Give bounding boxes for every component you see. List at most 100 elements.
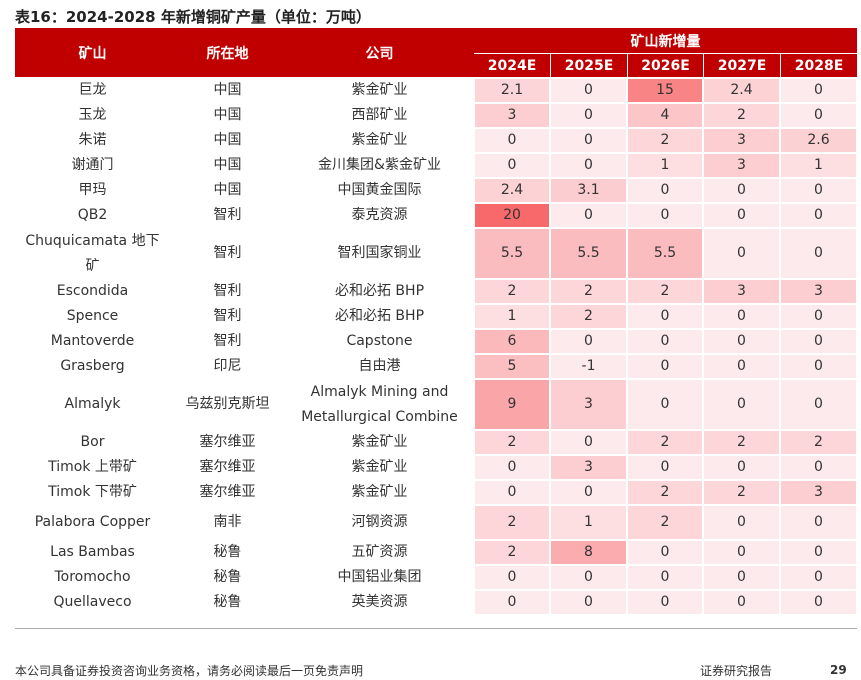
mine: Grasberg <box>60 358 125 374</box>
value-cell: 0 <box>780 203 857 228</box>
company: 英美资源 <box>351 594 408 610</box>
value-cell: 0 <box>627 178 703 203</box>
mine: Chuquicamata 地下矿 <box>25 232 160 274</box>
value-cell: 0 <box>550 480 627 505</box>
value-cell: 1 <box>780 153 857 178</box>
value-cell: 0 <box>550 153 627 178</box>
company: 必和必拓 BHP <box>334 283 425 299</box>
value-cell: 0 <box>703 203 780 228</box>
mine: Bor <box>80 434 105 450</box>
value-cell: 0 <box>780 228 857 279</box>
location: 中国 <box>213 157 242 173</box>
value-cell: 0 <box>550 128 627 153</box>
company: 中国铝业集团 <box>337 569 422 585</box>
value-cell: 15 <box>627 78 703 103</box>
value-cell: 2.1 <box>474 78 550 103</box>
value-cell: 0 <box>703 540 780 565</box>
value-cell: 0 <box>627 203 703 228</box>
location: 智利 <box>213 308 242 324</box>
value-cell: 2 <box>474 540 550 565</box>
value-cell: 0 <box>780 455 857 480</box>
company: 西部矿业 <box>351 107 408 123</box>
value-cell: 0 <box>703 455 780 480</box>
value-cell: 8 <box>550 540 627 565</box>
company: 智利国家铜业 <box>337 245 422 261</box>
location: 秘鲁 <box>213 569 242 585</box>
value-cell: 0 <box>627 379 703 430</box>
company: 河钢资源 <box>351 514 408 530</box>
value-cell: 3 <box>474 103 550 128</box>
value-cell: 0 <box>703 228 780 279</box>
column-header: 矿山 <box>15 28 170 77</box>
location: 乌兹别克斯坦 <box>185 396 270 412</box>
value-cell: 0 <box>627 354 703 379</box>
value-cell: 2 <box>474 505 550 540</box>
location: 中国 <box>213 182 242 198</box>
value-cell: 0 <box>550 103 627 128</box>
company: 自由港 <box>358 358 401 374</box>
location: 智利 <box>213 333 242 349</box>
value-cell: 0 <box>627 565 703 590</box>
footer-report: 证券研究报告 <box>700 663 773 678</box>
value-cell: 0 <box>780 590 857 615</box>
value-cell: 0 <box>780 103 857 128</box>
location: 中国 <box>213 82 242 98</box>
mine: Escondida <box>56 283 129 299</box>
mine: 谢通门 <box>71 157 114 173</box>
value-cell: 0 <box>550 565 627 590</box>
value-cell: 0 <box>627 455 703 480</box>
value-cell: 2 <box>703 480 780 505</box>
group-header: 矿山新增量 <box>474 28 857 53</box>
value-cell: 2 <box>474 279 550 304</box>
value-cell: 0 <box>780 565 857 590</box>
mine: 朱诺 <box>78 132 107 148</box>
value-cell: 0 <box>550 203 627 228</box>
value-cell: 0 <box>703 304 780 329</box>
value-cell: 0 <box>780 78 857 103</box>
value-cell: 0 <box>474 128 550 153</box>
value-cell: 2.6 <box>780 128 857 153</box>
value-cell: 2 <box>627 480 703 505</box>
location: 塞尔维亚 <box>199 459 256 475</box>
location: 中国 <box>213 107 242 123</box>
value-cell: 2 <box>627 128 703 153</box>
column-header: 所在地 <box>170 28 285 77</box>
mine: Almalyk <box>64 396 121 412</box>
value-cell: 4 <box>627 103 703 128</box>
value-cell: 0 <box>474 565 550 590</box>
value-cell: 0 <box>474 455 550 480</box>
value-cell: 0 <box>780 304 857 329</box>
value-cell: 0 <box>703 178 780 203</box>
value-cell: 20 <box>474 203 550 228</box>
value-cell: 0 <box>780 354 857 379</box>
value-cell: 0 <box>550 430 627 455</box>
value-cell: 0 <box>474 590 550 615</box>
mine: Toromocho <box>54 569 131 585</box>
location: 秘鲁 <box>213 594 242 610</box>
value-cell: 3 <box>780 279 857 304</box>
mine: 甲玛 <box>78 182 107 198</box>
value-cell: 2 <box>474 430 550 455</box>
value-cell: 0 <box>627 540 703 565</box>
value-cell: 2.4 <box>474 178 550 203</box>
value-cell: 3 <box>780 480 857 505</box>
value-cell: 3 <box>550 379 627 430</box>
value-cell: 2.4 <box>703 78 780 103</box>
footer-page: 29 <box>830 663 847 677</box>
value-cell: 0 <box>780 379 857 430</box>
value-cell: 2 <box>627 430 703 455</box>
mine: 玉龙 <box>78 107 107 123</box>
value-cell: 2 <box>780 430 857 455</box>
value-cell: 3.1 <box>550 178 627 203</box>
value-cell: 0 <box>780 178 857 203</box>
table-title: 表16：2024-2028 年新增铜矿产量（单位：万吨） <box>15 7 371 26</box>
value-cell: 0 <box>474 480 550 505</box>
year-header: 2027E <box>703 53 780 77</box>
value-cell: 1 <box>627 153 703 178</box>
value-cell: 0 <box>627 329 703 354</box>
value-cell: 5 <box>474 354 550 379</box>
value-cell: 1 <box>550 505 627 540</box>
value-cell: 0 <box>780 505 857 540</box>
value-cell: 0 <box>703 590 780 615</box>
